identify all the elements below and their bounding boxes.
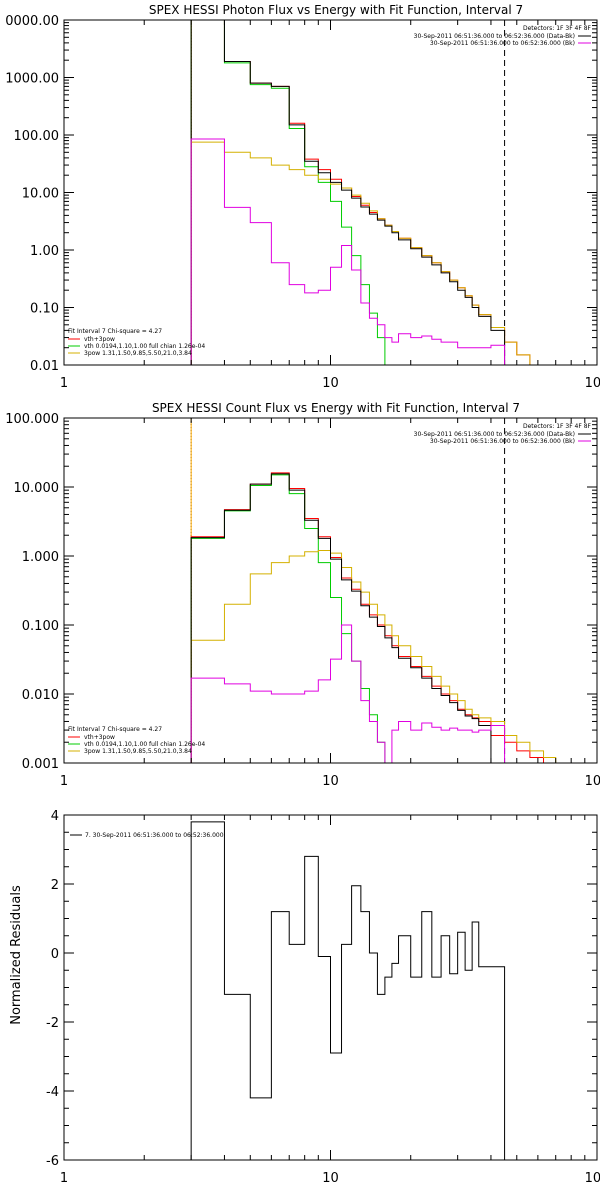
residuals-xtick-label-2: 100 <box>585 1171 600 1186</box>
residuals-panel: Normalized Residuals 1 10 100 4 2 0 -2 -4 -6 7. 3… <box>9 809 600 1186</box>
count-flux-ytick-label-4: 0.010 <box>22 688 59 703</box>
count-flux-series-2 <box>190 550 557 763</box>
count-flux-ytick-label-2: 1.000 <box>22 550 59 565</box>
residuals-ytick-label-1: 2 <box>51 878 59 893</box>
photon-flux-ytick-label-1: 1000.00 <box>5 72 59 87</box>
count-flux-ytick-label-5: 0.001 <box>22 757 59 772</box>
photon-flux-ytick-label-2: 100.00 <box>14 129 60 144</box>
photon-flux-fit-legend-entry-0: vth+3pow <box>84 336 115 343</box>
photon-flux-series-4 <box>190 138 506 365</box>
residuals-ytick-label-0: 4 <box>51 809 59 824</box>
count-flux-fit-legend-header: Fit Interval 7 Chi-square = 4.27 <box>68 726 162 733</box>
photon-flux-xtick-label-1: 10 <box>322 376 339 391</box>
photon-flux-xtick-label-0: 1 <box>60 376 68 391</box>
count-flux-xtick-label-0: 1 <box>60 774 68 789</box>
photon-flux-ytick-label-3: 10.00 <box>22 187 59 202</box>
residuals-y-label: Normalized Residuals <box>9 885 24 1025</box>
count-flux-title: SPEX HESSI Count Flux vs Energy with Fit… <box>152 401 520 415</box>
photon-flux-series-3 <box>190 20 506 365</box>
photon-flux-ytick-label-5: 0.10 <box>30 302 59 317</box>
photon-flux-legend-entry-1: 30-Sep-2011 06:51:36.000 to 06:52:36.000… <box>430 40 575 47</box>
residuals-series-0 <box>190 821 506 1160</box>
count-flux-ytick-label-3: 0.100 <box>22 619 59 634</box>
residuals-ytick-label-2: 0 <box>51 947 59 962</box>
count-flux-fit-legend-entry-2: 3pow 1.31,1.50,9.85,5.50,21.0,3.84 <box>84 748 192 755</box>
residuals-legend-text: 7. 30-Sep-2011 06:51:36.000 to 06:52:36.… <box>85 832 224 839</box>
count-flux-series-3 <box>190 473 492 763</box>
count-flux-legend-header: Detectors: 1F 3F 4F 8F <box>523 423 592 430</box>
count-flux-ytick-label-0: 100.000 <box>5 412 59 427</box>
count-flux-panel: SPEX HESSI Count Flux vs Energy with Fit… <box>5 401 600 789</box>
photon-flux-fit-legend-header: Fit Interval 7 Chi-square = 4.27 <box>68 328 162 335</box>
residuals-xtick-label-1: 10 <box>322 1171 339 1186</box>
count-flux-ytick-label-1: 10.000 <box>14 481 60 496</box>
count-flux-series-1 <box>190 474 392 763</box>
count-flux-legend-entry-0: 30-Sep-2011 06:51:36.000 to 06:52:36.000… <box>414 431 575 438</box>
photon-flux-series-1 <box>190 20 392 365</box>
photon-flux-fit-legend-entry-2: 3pow 1.31,1.50,9.85,5.50,21.0,3.84 <box>84 350 192 357</box>
photon-flux-series-0 <box>190 20 544 365</box>
photon-flux-ytick-label-4: 1.00 <box>30 244 59 259</box>
photon-flux-panel: SPEX HESSI Photon Flux vs Energy with Fi… <box>5 3 600 391</box>
photon-flux-ytick-label-0: 0000.00 <box>5 14 59 29</box>
residuals-ytick-label-3: -2 <box>46 1016 59 1031</box>
photon-flux-xtick-label-2: 100 <box>585 376 600 391</box>
residuals-ytick-label-5: -6 <box>46 1154 59 1169</box>
count-flux-series-4 <box>190 624 506 763</box>
count-flux-fit-legend-entry-1: vth 0.0194,1.10,1.00 full chian 1.26e-04 <box>84 741 205 748</box>
count-flux-series-0 <box>190 472 556 763</box>
residuals-xtick-label-0: 1 <box>60 1171 68 1186</box>
photon-flux-title: SPEX HESSI Photon Flux vs Energy with Fi… <box>149 3 523 17</box>
photon-flux-ytick-label-6: 0.01 <box>30 359 59 374</box>
photon-flux-fit-legend-entry-1: vth 0.0194,1.10,1.00 full chian 1.26e-04 <box>84 343 205 350</box>
photon-flux-legend-header: Detectors: 1F 3F 4F 8F <box>523 25 592 32</box>
photon-flux-series-2 <box>190 141 544 365</box>
residuals-ytick-label-4: -4 <box>46 1085 59 1100</box>
count-flux-fit-legend-entry-0: vth+3pow <box>84 734 115 741</box>
count-flux-xtick-label-2: 100 <box>585 774 600 789</box>
count-flux-legend-entry-1: 30-Sep-2011 06:51:36.000 to 06:52:36.000… <box>430 438 575 445</box>
photon-flux-legend-entry-0: 30-Sep-2011 06:51:36.000 to 06:52:36.000… <box>414 33 575 40</box>
count-flux-xtick-label-1: 10 <box>322 774 339 789</box>
